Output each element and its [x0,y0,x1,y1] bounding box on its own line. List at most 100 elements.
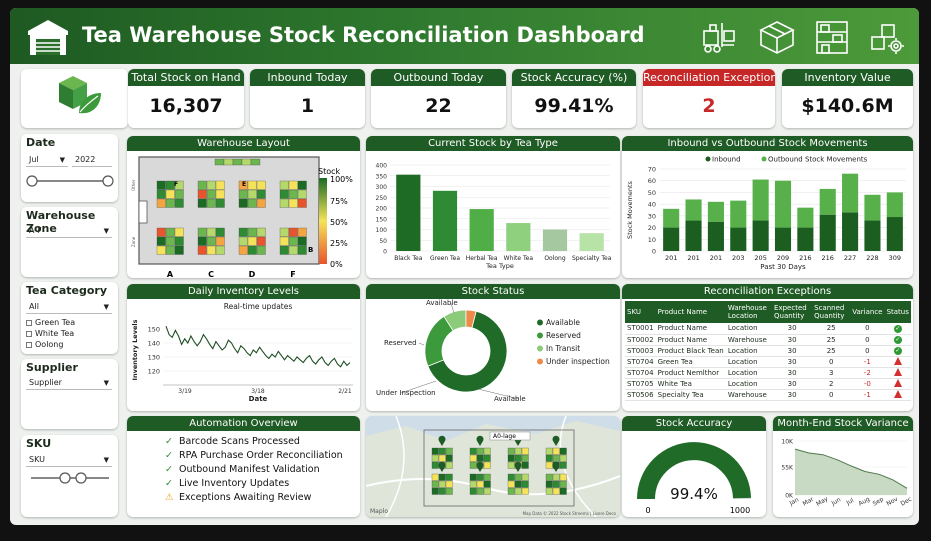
table-row[interactable]: ST0704 Green Tea Location 30 0 -1 [625,356,911,368]
map-bin [514,487,522,495]
map-bin [521,487,529,495]
supplier-slicer: Supplier Supplier ▼ [21,359,118,429]
checkbox-white-tea[interactable]: White Tea [26,329,74,338]
map-bin [476,447,484,455]
map-pin-icon[interactable] [514,461,522,472]
automation-item-label: Live Inventory Updates [179,478,290,489]
checkbox-label: White Tea [35,329,75,338]
map-bin [552,473,560,481]
map-bin [469,473,477,481]
panel-title: Inbound vs Outbound Stock Movements [622,136,913,151]
tea-logo-card [21,69,128,128]
layout-bin [297,189,307,199]
y-tick-label: 250 [376,195,388,202]
map-bin [507,480,515,488]
warning-icon [893,356,902,365]
range-end-handle[interactable] [75,472,87,484]
map-pin-icon[interactable] [438,461,446,472]
x-tick-label: Specialty Tea [572,255,612,262]
table-row[interactable]: ST0704 Product Nemlthor Location 30 3 -2 [625,367,911,379]
kpi-title: Outbound Today [371,69,506,86]
automation-item: ✓ Barcode Scans Processed [165,436,300,447]
table-row[interactable]: ST0506 Specialty Tea Warehouse 30 0 -1 [625,389,911,401]
layout-bin [288,245,298,255]
kpi-value: 22 [425,95,452,117]
map-pin-icon[interactable] [552,435,560,446]
category-select[interactable]: All ▼ [26,301,112,314]
column-header[interactable]: Variance [850,301,885,323]
table-row[interactable]: ST0001 Product Name Location 30 25 0 ✓ [625,323,911,335]
x-tick-label: Sep [872,496,885,508]
layout-bin [288,227,298,237]
x-tick-label: Herbal Tea [466,255,498,262]
panel-title: Current Stock by Tea Type [366,136,620,151]
column-header[interactable]: Warehouse Location [725,301,773,323]
callout-label: Available [494,395,526,403]
map-bin [521,480,529,488]
map-bin [438,454,446,462]
map-pin-icon[interactable] [476,435,484,446]
map-bin [469,480,477,488]
legend-title: Stock [318,167,341,176]
table-row[interactable]: ST0002 Product Name Warehouse 30 25 0 ✓ [625,334,911,346]
warehouse-map[interactable]: A0-lage Maplo Map Data © 2022 Stock Stre… [366,416,620,517]
column-header[interactable]: Scanned Quantity [812,301,851,323]
table-row[interactable]: ST0705 White Tea Location 30 2 -0 [625,378,911,390]
bar-outbound [730,200,747,228]
map-pin-icon[interactable] [476,461,484,472]
map-bin [545,480,553,488]
map-bin [445,447,453,455]
legend-label: Inbound [712,156,741,164]
map-bin [545,454,553,462]
layout-bin [279,245,289,255]
kpi-value: 16,307 [149,95,223,117]
y-tick-label: 50 [648,189,656,197]
legend-tick: 50% [330,218,348,227]
layout-bin [215,180,225,190]
range-start-handle[interactable] [59,472,71,484]
y-axis-label: Stock Movements [626,180,634,238]
map-bin [431,454,439,462]
map-bin [431,480,439,488]
map-bin [559,473,567,481]
y-tick-label: 400 [376,163,388,170]
map-attribution: Map Data © 2022 Stock Streems | Lisere D… [523,511,617,516]
layout-bin [279,180,289,190]
column-header[interactable]: Expected Quantity [772,301,813,323]
checkbox-green-tea[interactable]: Green Tea [26,318,75,327]
sku-range-slider[interactable] [25,471,115,485]
map-pin-icon[interactable] [552,461,560,472]
map-panel[interactable]: A0-lage Maplo Map Data © 2022 Stock Stre… [366,416,620,517]
year-select[interactable]: 2022 [72,154,112,167]
x-tick-label: May [815,495,830,507]
table-cell: Location [725,367,773,379]
map-pin-icon[interactable] [438,435,446,446]
layout-bin [165,189,175,199]
supplier-select[interactable]: Supplier ▼ [26,377,112,390]
side-label: Zone [131,236,136,247]
checkbox-oolong[interactable]: Oolong [26,340,63,349]
month-select[interactable]: Jul ▼ [26,154,68,167]
column-header[interactable]: SKU [625,301,656,323]
chart-subtitle: Real-time updates [224,302,293,311]
date-range-slider[interactable] [25,174,115,188]
shelving-icon [816,21,848,54]
warning-icon [893,378,902,387]
range-end-handle[interactable] [102,175,114,187]
layout-bin [256,245,266,255]
table-cell: 30 [772,367,813,379]
table-row[interactable]: ST0003 Product Black Tean Location 30 25 0 ✓ [625,345,911,357]
column-header[interactable]: Status [884,301,911,323]
y-tick-label: 70 [648,166,656,174]
layout-bin [279,189,289,199]
table-cell: Location [725,378,773,390]
layout-bin [232,158,243,166]
sku-select[interactable]: SKU ▼ [26,454,112,467]
column-header[interactable]: Product Name [655,301,726,323]
legend-label: Under inspection [546,357,610,366]
range-start-handle[interactable] [26,175,38,187]
map-bin [431,461,439,469]
zone-select[interactable]: A-F ▼ [26,225,112,238]
x-tick-label: 216 [822,254,834,262]
y-tick-label: 150 [148,326,160,334]
